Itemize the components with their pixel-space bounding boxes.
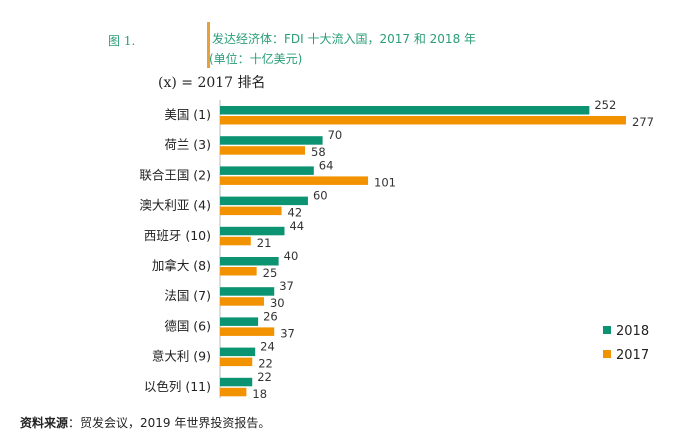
category-label: 西班牙 (10) <box>144 228 211 243</box>
legend-label-2017: 2017 <box>616 348 649 363</box>
chart-title: 发达经济体：FDI 十大流入国，2017 和 2018 年 <box>212 32 477 46</box>
value-label-2018: 252 <box>594 98 616 112</box>
source-label: 资料来源 <box>20 416 69 430</box>
bar-2018 <box>220 347 256 357</box>
value-label-2017: 101 <box>374 175 396 189</box>
source-note: 资料来源：贸发会议，2019 年世界投资报告。 <box>20 414 270 431</box>
bar-2018 <box>220 287 275 296</box>
value-label-2018: 24 <box>260 340 275 354</box>
bar-2017 <box>220 116 626 125</box>
value-label-2018: 60 <box>313 189 328 203</box>
value-label-2017: 30 <box>270 296 285 310</box>
legend-swatch-2017 <box>603 350 611 358</box>
bar-2017 <box>220 327 275 336</box>
category-label: 德国 (6) <box>164 318 211 333</box>
bar-2018 <box>220 196 308 206</box>
value-label-2017: 42 <box>288 206 303 220</box>
category-label: 美国 (1) <box>164 107 211 122</box>
value-label-2017: 22 <box>258 357 273 371</box>
figure-label: 图 1. <box>108 34 136 48</box>
category-label: 意大利 (9) <box>152 349 211 364</box>
category-label: 荷兰 (3) <box>164 137 211 152</box>
category-label: 澳大利亚 (4) <box>139 198 211 213</box>
bar-2017 <box>220 387 247 397</box>
value-label-2018: 70 <box>328 128 343 142</box>
category-label: 法国 (7) <box>164 288 211 303</box>
value-label-2018: 22 <box>257 370 272 384</box>
legend-swatch-2018 <box>603 326 611 334</box>
legend-label-2018: 2018 <box>616 324 649 339</box>
category-label: 以色列 (11) <box>144 379 211 394</box>
bar-2017 <box>220 206 282 216</box>
bar-2018 <box>220 136 323 145</box>
value-label-2017: 18 <box>252 387 267 401</box>
bar-2017 <box>220 146 306 155</box>
bar-2017 <box>220 267 257 276</box>
bar-2018 <box>220 166 314 175</box>
bar-2018 <box>220 257 279 266</box>
value-label-2018: 26 <box>263 309 278 323</box>
title-accent-bar <box>207 22 210 68</box>
value-label-2018: 40 <box>284 249 299 263</box>
bar-2018 <box>220 377 253 387</box>
bar-2017 <box>220 176 369 185</box>
bar-2017 <box>220 297 264 306</box>
bar-2017 <box>220 357 253 367</box>
bar-2018 <box>220 226 285 236</box>
bar-2018 <box>220 106 590 115</box>
value-label-2018: 44 <box>289 219 304 233</box>
chart-unit: (单位：十亿美元) <box>209 52 303 66</box>
bar-2018 <box>220 317 259 326</box>
source-text: ：贸发会议，2019 年世界投资报告。 <box>68 416 271 430</box>
value-label-2017: 37 <box>280 326 295 340</box>
value-label-2017: 277 <box>632 115 654 129</box>
category-label: 加拿大 (8) <box>152 258 211 273</box>
category-label: 联合王国 (2) <box>139 167 211 182</box>
value-label-2018: 64 <box>319 158 334 172</box>
value-label-2017: 58 <box>311 145 326 159</box>
bar-2017 <box>220 236 251 246</box>
rank-note: (x) = 2017 排名 <box>158 75 266 91</box>
value-label-2018: 37 <box>279 279 294 293</box>
value-label-2017: 21 <box>257 236 272 250</box>
value-label-2017: 25 <box>263 266 278 280</box>
